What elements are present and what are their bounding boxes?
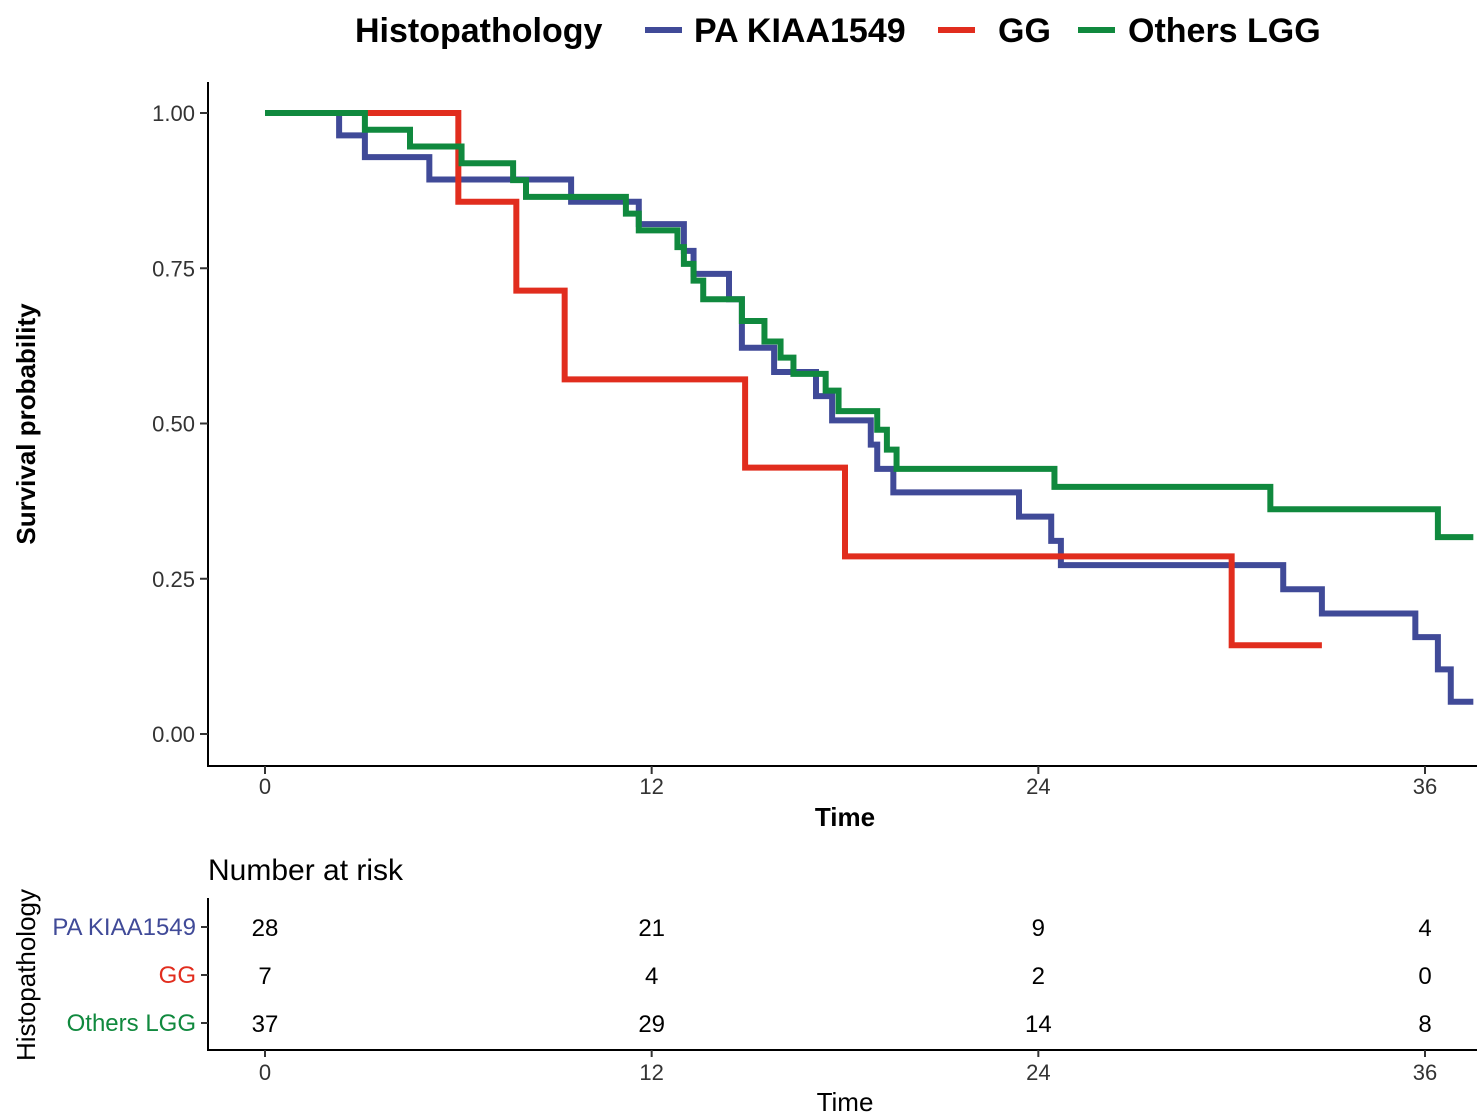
legend-label-others-lgg: Others LGG xyxy=(1128,12,1321,50)
survival-curve-pa-kiaa1549 xyxy=(265,110,1474,705)
risk-table: Number at risk PA KIAA1549 28 21 9 4 GG 7 4 2 0 Ot… xyxy=(11,854,1477,1116)
x-tick-label: 24 xyxy=(1026,774,1050,799)
risk-cell: 8 xyxy=(1418,1011,1431,1038)
risk-cell: 9 xyxy=(1032,915,1045,942)
risk-cell: 4 xyxy=(1418,915,1431,942)
survival-curve-gg xyxy=(265,110,1322,649)
risk-table-title: Number at risk xyxy=(208,854,404,887)
risk-row-label-others-lgg: Others LGG xyxy=(67,1010,196,1037)
x-axis-title: Time xyxy=(815,802,875,832)
risk-cell: 7 xyxy=(258,963,271,990)
y-tick-label: 0.00 xyxy=(152,722,195,747)
risk-x-tick-label: 36 xyxy=(1413,1060,1437,1085)
y-tick-label: 0.25 xyxy=(152,567,195,592)
y-tick-label: 0.75 xyxy=(152,256,195,281)
risk-cell: 29 xyxy=(638,1011,665,1038)
y-axis-title: Survival probability xyxy=(11,303,41,545)
legend: Histopathology PA KIAA1549 GG Others LGG xyxy=(355,12,1321,50)
risk-row-axis-title: Histopathology xyxy=(11,889,41,1061)
risk-x-tick-label: 0 xyxy=(259,1060,271,1085)
x-tick-label: 12 xyxy=(639,774,663,799)
survival-curve-others-lgg xyxy=(265,110,1474,541)
risk-cell: 0 xyxy=(1418,963,1431,990)
risk-row-label-gg: GG xyxy=(159,962,196,989)
survival-plot: 0.00 0.25 0.50 0.75 1.00 0 12 24 36 Time Surviv… xyxy=(11,82,1477,832)
risk-cell: 14 xyxy=(1025,1011,1052,1038)
risk-cell: 2 xyxy=(1032,963,1045,990)
risk-cell: 4 xyxy=(645,963,658,990)
y-tick-label: 1.00 xyxy=(152,101,195,126)
risk-x-tick-label: 12 xyxy=(639,1060,663,1085)
x-tick-label: 0 xyxy=(259,774,271,799)
risk-cell: 28 xyxy=(252,915,279,942)
risk-cell: 21 xyxy=(638,915,665,942)
risk-x-tick-label: 24 xyxy=(1026,1060,1050,1085)
legend-label-pa-kiaa1549: PA KIAA1549 xyxy=(694,12,906,50)
risk-x-axis-title: Time xyxy=(817,1087,874,1116)
y-tick-label: 0.50 xyxy=(152,412,195,437)
risk-rows: PA KIAA1549 28 21 9 4 GG 7 4 2 0 Others LGG 37 29 14 8 xyxy=(52,914,1431,1038)
risk-cell: 37 xyxy=(252,1011,279,1038)
legend-label-gg: GG xyxy=(998,12,1051,50)
x-ticks: 0 12 24 36 xyxy=(259,766,1437,799)
x-tick-label: 36 xyxy=(1413,774,1437,799)
y-ticks: 0.00 0.25 0.50 0.75 1.00 xyxy=(152,101,208,747)
risk-x-ticks: 0 12 24 36 xyxy=(259,1050,1437,1085)
survival-curves xyxy=(265,110,1474,705)
legend-title: Histopathology xyxy=(355,12,603,50)
risk-row-label-pa-kiaa1549: PA KIAA1549 xyxy=(52,914,196,941)
